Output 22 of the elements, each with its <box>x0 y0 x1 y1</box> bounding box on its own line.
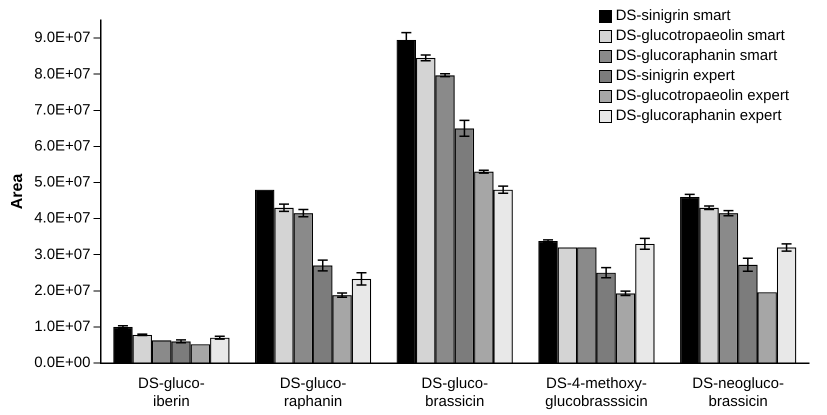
legend-label: DS-sinigrin smart <box>616 6 731 26</box>
x-tick-label: DS-4-methoxy- glucobrasssicin <box>545 375 648 410</box>
y-tick-label: 2.0E+07 <box>34 282 90 299</box>
y-tick-label: 9.0E+07 <box>34 29 90 46</box>
legend-label: DS-glucotropaeolin expert <box>616 86 789 106</box>
x-tick-label: DS-gluco- iberin <box>138 375 205 410</box>
x-tick-label: DS-neogluco- brassicin <box>692 375 784 410</box>
y-axis-title: Area <box>9 174 26 210</box>
y-tick-label: 0.0E+00 <box>34 354 90 372</box>
y-tick-label: 8.0E+07 <box>34 65 90 82</box>
y-tick-label: 5.0E+07 <box>34 174 90 191</box>
x-tick-label: DS-gluco- brassicin <box>421 375 488 410</box>
x-tick-label: DS-gluco- raphanin <box>280 375 346 410</box>
y-tick-label: 4.0E+07 <box>34 210 90 227</box>
legend-label: DS-sinigrin expert <box>616 66 735 86</box>
legend-label: DS-glucotropaeolin smart <box>616 26 785 46</box>
legend-label: DS-glucoraphanin expert <box>616 106 782 126</box>
y-tick-label: 7.0E+07 <box>34 101 90 118</box>
y-tick-label: 3.0E+07 <box>34 246 90 263</box>
legend-label: DS-glucoraphanin smart <box>616 46 778 66</box>
y-tick-label: 1.0E+07 <box>34 318 90 336</box>
y-tick-label: 6.0E+07 <box>34 138 90 155</box>
